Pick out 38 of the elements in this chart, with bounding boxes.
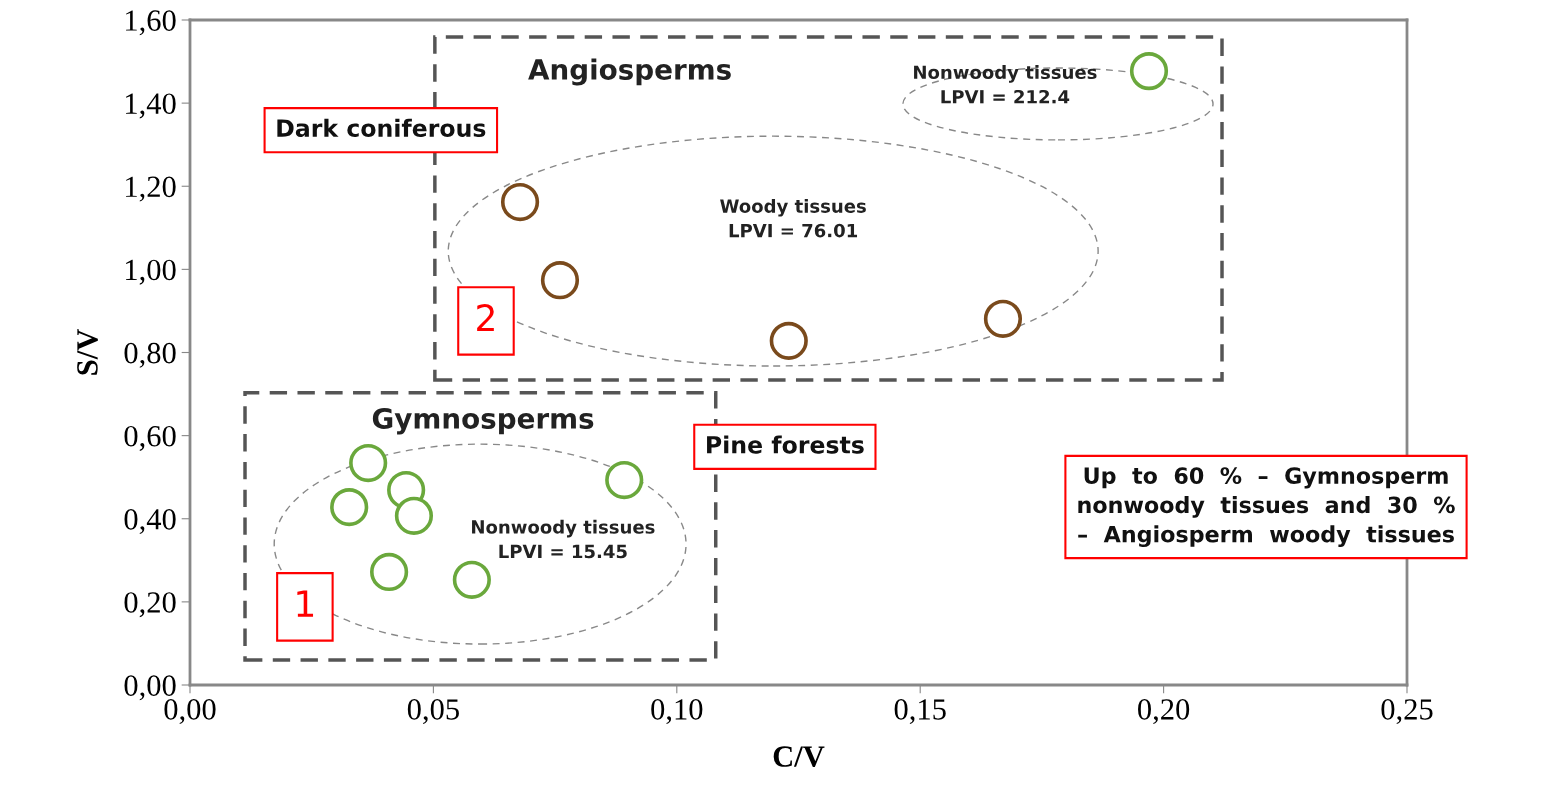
annotation: 1 [297,590,314,617]
y-tick-label: 0,20 [124,592,176,618]
point [769,321,808,360]
point [394,496,434,535]
annotation: Pine forests [707,435,864,454]
point [370,552,409,592]
y-tick-label: 1,60 [126,10,176,36]
annotation: Angiosperms [528,58,731,86]
point [500,182,540,222]
x-axis-title: C/V [773,746,825,768]
annotation: Up to 60 % – Gymnosperm nonwoody tissues and 30 % – Angiosperm woody tissues [1078,467,1455,548]
x-tick-label: 0,25 [1381,699,1433,725]
y-tick-label: 0,60 [124,425,176,451]
y-tick-label: 1,00 [126,259,176,285]
y-tick-label: 0,00 [124,675,176,701]
annotation: Woody tissues LPVI = 76.01 [720,198,866,238]
annotation: Dark coniferous [277,118,486,137]
y-axis-title: S/V [77,329,98,375]
annotation: Nonwoody tissues LPVI = 15.45 [472,519,655,559]
annotation: Gymnosperms [372,407,594,435]
point [1129,52,1169,91]
point [540,261,580,300]
point [605,461,644,500]
x-tick-label: 0,10 [651,699,703,725]
y-tick-label: 1,20 [126,176,176,202]
point [983,299,1023,338]
y-tick-label: 1,40 [126,93,176,119]
x-tick-label: 0,00 [164,699,216,725]
x-tick-label: 0,05 [407,699,459,725]
annotation: 2 [477,304,494,331]
y-tick-label: 0,40 [124,509,176,535]
x-tick-label: 0,20 [1138,699,1190,725]
point [330,488,369,527]
y-tick-label: 0,80 [124,342,176,368]
point [452,560,491,599]
annotation: Nonwoody tissues LPVI = 212.4 [914,65,1097,104]
x-tick-label: 0,15 [894,699,946,725]
point [349,443,388,483]
